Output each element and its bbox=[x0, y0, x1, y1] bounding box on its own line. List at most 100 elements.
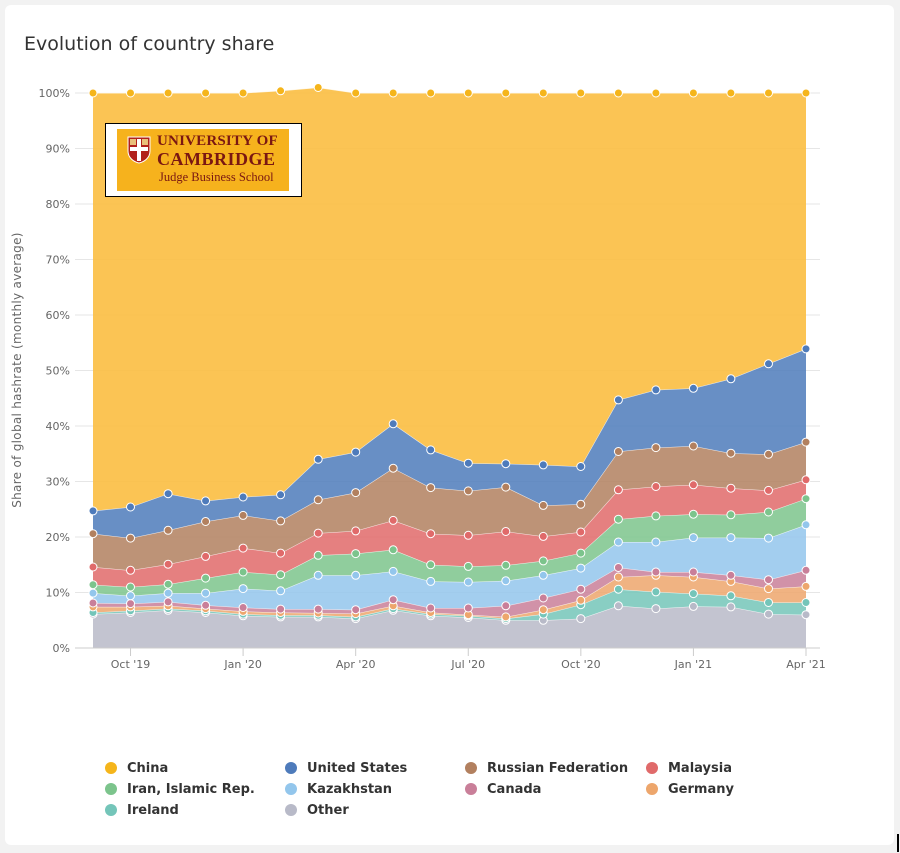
legend-item-ireland[interactable]: Ireland bbox=[105, 801, 179, 819]
point-kazakhstan bbox=[276, 586, 286, 596]
legend-marker-icon bbox=[105, 762, 117, 774]
point-united-states bbox=[463, 458, 473, 468]
legend-marker-icon bbox=[285, 762, 297, 774]
point-kazakhstan bbox=[651, 537, 661, 547]
point-iran bbox=[801, 494, 811, 504]
point-china bbox=[238, 88, 248, 98]
point-malaysia bbox=[576, 527, 586, 537]
point-ireland bbox=[726, 591, 736, 601]
point-malaysia bbox=[463, 530, 473, 540]
point-russian-federation bbox=[576, 499, 586, 509]
area-other bbox=[93, 605, 806, 648]
x-tick-label: Jan '20 bbox=[223, 658, 261, 671]
point-malaysia bbox=[651, 482, 661, 491]
legend-item-canada[interactable]: Canada bbox=[465, 780, 541, 798]
legend-marker-icon bbox=[465, 783, 477, 795]
area-malaysia bbox=[93, 479, 806, 587]
point-russian-federation bbox=[388, 463, 398, 473]
logo-line-2: CAMBRIDGE bbox=[157, 149, 276, 169]
point-united-states bbox=[501, 459, 511, 469]
point-kazakhstan bbox=[801, 520, 811, 530]
legend-item-united-states[interactable]: United States bbox=[285, 759, 407, 777]
y-tick-label: 50% bbox=[46, 365, 70, 378]
point-united-states bbox=[388, 419, 398, 429]
point-iran bbox=[463, 561, 473, 571]
point-malaysia bbox=[426, 529, 436, 539]
legend-marker-icon bbox=[465, 762, 477, 774]
shield-icon bbox=[127, 136, 151, 164]
point-canada bbox=[576, 584, 586, 594]
point-china bbox=[426, 88, 436, 98]
legend-item-other[interactable]: Other bbox=[285, 801, 349, 819]
y-tick-label: 20% bbox=[46, 531, 70, 544]
point-united-states bbox=[764, 359, 773, 369]
point-iran bbox=[426, 560, 436, 570]
legend-item-russian-federation[interactable]: Russian Federation bbox=[465, 759, 628, 777]
point-iran bbox=[351, 549, 361, 559]
point-china bbox=[313, 83, 323, 92]
area-germany bbox=[93, 575, 806, 619]
point-united-states bbox=[201, 496, 211, 506]
legend-item-germany[interactable]: Germany bbox=[646, 780, 734, 798]
point-iran bbox=[726, 510, 736, 520]
point-germany bbox=[801, 581, 811, 591]
logo-line-1: UNIVERSITY OF bbox=[157, 133, 278, 149]
chart-title: Evolution of country share bbox=[24, 33, 275, 55]
x-tick-label: Jan '21 bbox=[674, 658, 712, 671]
point-iran bbox=[238, 567, 248, 577]
point-canada bbox=[651, 567, 661, 577]
point-canada bbox=[463, 603, 473, 613]
point-russian-federation bbox=[126, 533, 135, 543]
point-other bbox=[688, 601, 698, 611]
point-malaysia bbox=[201, 551, 211, 561]
point-malaysia bbox=[276, 548, 286, 558]
point-united-states bbox=[163, 489, 173, 499]
point-kazakhstan bbox=[764, 533, 773, 543]
y-tick-label: 80% bbox=[46, 198, 70, 211]
y-tick-label: 0% bbox=[53, 642, 70, 655]
point-united-states bbox=[576, 462, 586, 471]
point-china bbox=[276, 86, 286, 96]
point-kazakhstan bbox=[688, 533, 698, 543]
point-russian-federation bbox=[688, 441, 698, 451]
point-kazakhstan bbox=[163, 588, 173, 598]
point-canada bbox=[801, 565, 811, 575]
legend-item-iran[interactable]: Iran, Islamic Rep. bbox=[105, 780, 255, 798]
legend-label: Canada bbox=[487, 781, 542, 797]
point-malaysia bbox=[351, 526, 361, 536]
legend-item-kazakhstan[interactable]: Kazakhstan bbox=[285, 780, 392, 798]
point-united-states bbox=[238, 492, 248, 502]
point-canada bbox=[88, 598, 98, 608]
point-united-states bbox=[538, 460, 548, 470]
line-china bbox=[93, 86, 806, 94]
point-china bbox=[351, 88, 361, 98]
point-russian-federation bbox=[313, 495, 323, 505]
legend-marker-icon bbox=[285, 804, 297, 816]
point-canada bbox=[163, 597, 173, 607]
point-ireland bbox=[801, 598, 811, 607]
point-kazakhstan bbox=[501, 576, 511, 586]
point-russian-federation bbox=[351, 488, 361, 498]
point-russian-federation bbox=[463, 486, 473, 496]
point-russian-federation bbox=[163, 525, 173, 535]
point-united-states bbox=[613, 395, 623, 405]
point-other bbox=[613, 601, 623, 611]
point-malaysia bbox=[688, 480, 698, 490]
area-united-states bbox=[93, 348, 806, 539]
area-iran bbox=[93, 498, 806, 596]
legend-label: Kazakhstan bbox=[307, 781, 393, 797]
point-germany bbox=[538, 605, 548, 615]
point-kazakhstan bbox=[388, 566, 398, 576]
y-tick-label: 10% bbox=[46, 587, 70, 600]
point-united-states bbox=[426, 445, 436, 455]
point-malaysia bbox=[238, 543, 248, 553]
point-kazakhstan bbox=[538, 570, 548, 580]
point-china bbox=[163, 88, 173, 98]
point-china bbox=[538, 88, 548, 98]
point-china bbox=[463, 88, 473, 98]
point-other bbox=[801, 610, 811, 620]
legend-item-china[interactable]: China bbox=[105, 759, 168, 777]
point-malaysia bbox=[538, 531, 548, 541]
legend-item-malaysia[interactable]: Malaysia bbox=[646, 759, 732, 777]
point-russian-federation bbox=[501, 482, 511, 492]
